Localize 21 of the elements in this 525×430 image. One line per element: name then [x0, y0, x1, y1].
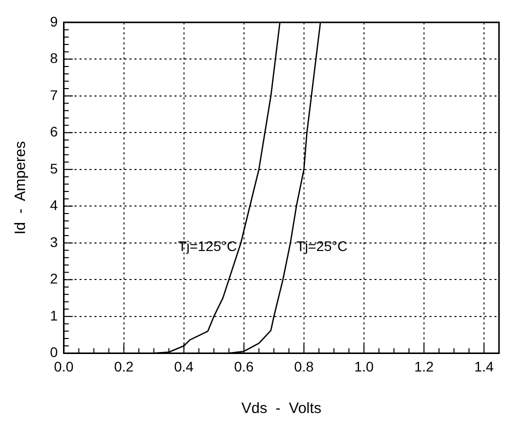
y-tick-label: 1 [50, 307, 58, 324]
series-label: Tj=125°C [178, 238, 237, 254]
y-tick-label: 0 [50, 344, 58, 360]
x-tick-label: 0.2 [114, 358, 134, 374]
x-tick-label: 1.4 [474, 358, 494, 374]
x-tick-label: 0.8 [294, 358, 314, 374]
x-tick-label: 1.2 [414, 358, 434, 374]
y-tick-label: 2 [50, 270, 58, 287]
y-tick-label: 3 [50, 234, 58, 250]
x-axis-title: Vds - Volts [241, 400, 322, 418]
y-tick-label: 5 [50, 160, 58, 176]
y-tick-label: 9 [50, 13, 58, 30]
y-tick-label: 4 [50, 197, 58, 214]
y-axis-title: Id - Amperes [12, 141, 30, 234]
x-tick-label: 0.0 [54, 358, 74, 374]
x-tick-label: 0.6 [234, 358, 254, 374]
x-tick-label: 1.0 [354, 358, 374, 374]
y-tick-label: 7 [50, 86, 58, 103]
x-tick-label: 0.4 [174, 358, 194, 374]
y-tick-label: 8 [50, 50, 58, 66]
y-tick-label: 6 [50, 124, 58, 140]
